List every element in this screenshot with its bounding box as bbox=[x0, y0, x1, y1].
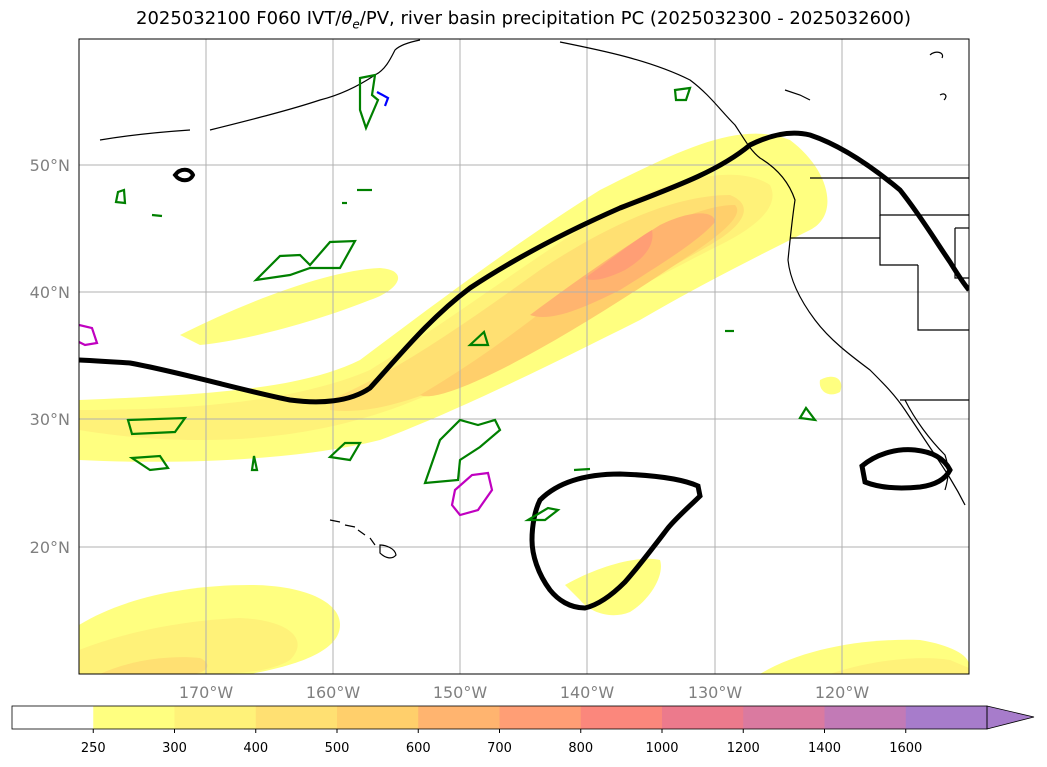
lon-label-160w: 160°W bbox=[306, 683, 361, 702]
colorbar-tick-label: 400 bbox=[243, 741, 268, 756]
lon-label-150w: 150°W bbox=[433, 683, 488, 702]
colorbar-tick-label: 500 bbox=[325, 741, 350, 756]
lat-label-50: 50°N bbox=[30, 156, 70, 175]
colorbar-cell bbox=[174, 706, 257, 729]
colorbar: 250 300 400 500 600 700 800 1000 1200 1400 1600 bbox=[11, 705, 1035, 756]
colorbar-tick-label: 300 bbox=[162, 741, 187, 756]
colorbar-cell bbox=[824, 706, 907, 729]
map-frame bbox=[78, 38, 970, 675]
lat-label-20: 20°N bbox=[30, 538, 70, 557]
colorbar-extend-arrow bbox=[986, 705, 1035, 730]
pv-contours-other bbox=[79, 91, 494, 517]
colorbar-cell bbox=[499, 706, 582, 729]
colorbar-cell bbox=[905, 706, 988, 729]
colorbar-tick-label: 800 bbox=[568, 741, 593, 756]
map-gridlines bbox=[79, 39, 969, 674]
colorbar-tick-label: 700 bbox=[487, 741, 512, 756]
pv-contours bbox=[114, 73, 818, 522]
ivt-shading-southern-band bbox=[79, 376, 969, 674]
colorbar-cell bbox=[580, 706, 663, 729]
latitude-labels: 50°N 40°N 30°N 20°N bbox=[30, 156, 70, 557]
colorbar-cell bbox=[743, 706, 825, 729]
coastlines bbox=[99, 39, 969, 506]
colorbar-tick-label: 1400 bbox=[808, 741, 841, 756]
colorbar-cell bbox=[255, 706, 338, 729]
ivt-shading-atmospheric-river bbox=[79, 133, 828, 462]
colorbar-cell bbox=[12, 706, 94, 729]
colorbar-cells bbox=[12, 706, 988, 729]
colorbar-cell bbox=[337, 706, 419, 729]
longitude-labels: 170°W 160°W 150°W 140°W 130°W 120°W bbox=[179, 683, 870, 702]
colorbar-tick-label: 250 bbox=[81, 741, 106, 756]
lon-label-170w: 170°W bbox=[179, 683, 234, 702]
colorbar-tick-label: 600 bbox=[406, 741, 431, 756]
colorbar-cell bbox=[93, 706, 175, 729]
colorbar-cell bbox=[662, 706, 744, 729]
map-title: 2025032100 F060 IVT/θe/PV, river basin p… bbox=[136, 8, 911, 32]
lon-label-130w: 130°W bbox=[688, 683, 743, 702]
islands bbox=[172, 51, 947, 559]
lon-label-120w: 120°W bbox=[815, 683, 870, 702]
lon-label-140w: 140°W bbox=[560, 683, 615, 702]
colorbar-ticks: 250 300 400 500 600 700 800 1000 1200 1400 1600 bbox=[81, 729, 922, 756]
theta-e-contours bbox=[79, 130, 969, 611]
colorbar-tick-label: 1000 bbox=[645, 741, 678, 756]
lat-label-40: 40°N bbox=[30, 283, 70, 302]
colorbar-tick-label: 1600 bbox=[889, 741, 922, 756]
colorbar-tick-label: 1200 bbox=[727, 741, 760, 756]
colorbar-cell bbox=[418, 706, 500, 729]
map-plot-area bbox=[79, 39, 969, 674]
lat-label-30: 30°N bbox=[30, 410, 70, 429]
